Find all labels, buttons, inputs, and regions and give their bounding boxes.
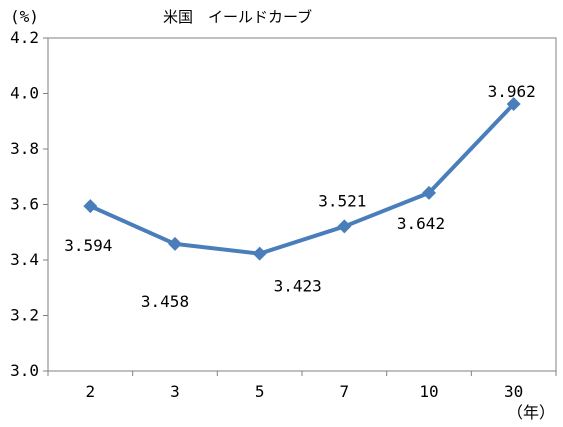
data-label: 3.423 — [274, 277, 322, 296]
data-point-marker — [422, 185, 436, 200]
data-labels: 3.594 3.458 3.423 3.521 3.642 3.962 — [64, 82, 536, 311]
series-line — [89, 102, 516, 256]
x-axis-unit-label: （年） — [507, 403, 555, 422]
y-tick-label: 4.0 — [10, 84, 39, 103]
data-label: 3.521 — [318, 191, 366, 210]
data-label: 3.458 — [141, 292, 189, 311]
plot-area — [47, 37, 557, 372]
x-axis: 2 3 5 7 10 30 — [47, 371, 557, 401]
x-tick-label: 7 — [340, 382, 350, 401]
y-axis: 3.0 3.2 3.4 3.6 3.8 4.0 4.2 — [10, 28, 48, 380]
y-tick-label: 4.2 — [10, 28, 39, 47]
data-point-marker — [168, 236, 182, 251]
data-label: 3.594 — [64, 236, 112, 255]
data-point-marker — [337, 219, 352, 234]
data-point-marker — [83, 199, 98, 214]
x-tick-label: 2 — [86, 382, 96, 401]
y-tick-label: 3.2 — [10, 306, 39, 325]
data-label: 3.642 — [397, 214, 445, 233]
y-axis-unit-label: (%) — [10, 7, 39, 26]
y-tick-label: 3.8 — [10, 139, 39, 158]
y-tick-label: 3.0 — [10, 361, 39, 380]
x-tick-label: 5 — [255, 382, 265, 401]
data-point-marker — [506, 97, 521, 112]
y-tick-label: 3.6 — [10, 195, 39, 214]
y-tick-label: 3.4 — [10, 250, 39, 269]
chart-title: 米国 イールドカーブ — [163, 8, 312, 26]
x-tick-label: 10 — [419, 382, 438, 401]
data-points — [83, 97, 521, 261]
x-tick-label: 30 — [504, 382, 523, 401]
data-label: 3.962 — [488, 82, 536, 101]
x-tick-label: 3 — [170, 382, 180, 401]
data-point-marker — [252, 246, 267, 261]
